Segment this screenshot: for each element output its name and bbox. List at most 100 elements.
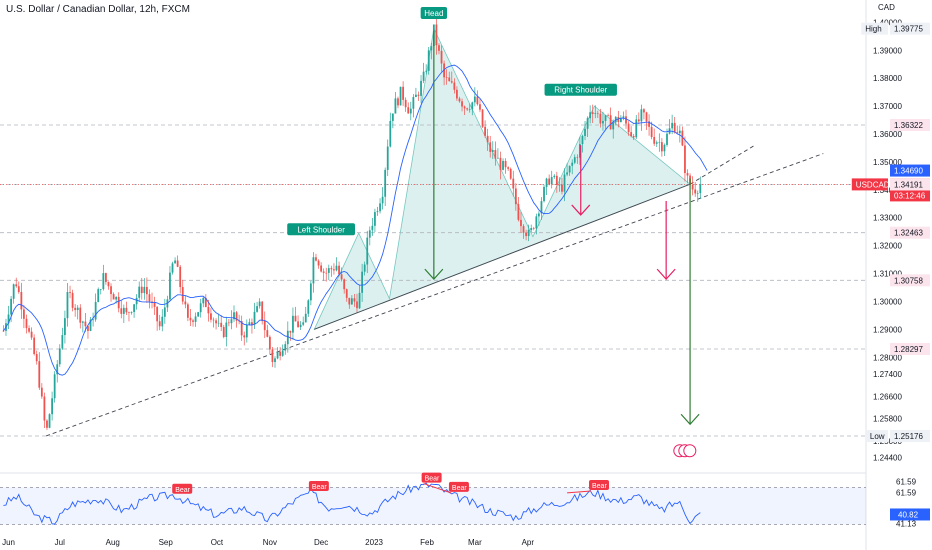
candle (612, 119, 615, 139)
candle (543, 184, 545, 203)
bear-badge: Bear (448, 481, 469, 492)
candle (74, 304, 77, 317)
candle (384, 167, 387, 207)
candle (299, 321, 302, 331)
candle (207, 299, 210, 322)
time-label: Mar (468, 538, 482, 547)
candle (140, 277, 143, 300)
candle (466, 107, 469, 111)
candle (522, 224, 525, 239)
candle (320, 262, 323, 273)
candle (545, 177, 548, 195)
candle (558, 177, 561, 192)
price-label-level: 1.36322 (890, 119, 930, 132)
candle (81, 320, 84, 333)
svg-text:Bear: Bear (175, 487, 190, 494)
candle (35, 350, 38, 365)
candle (179, 264, 182, 294)
candle (66, 282, 69, 327)
candle (381, 187, 384, 210)
candle (660, 138, 663, 157)
candle (435, 16, 438, 55)
rsi-tick-label: 61.59 (896, 477, 917, 486)
price-label-level: 1.34191 (890, 178, 930, 191)
currency-label: CAD (878, 3, 895, 12)
candle (630, 126, 633, 138)
candle (566, 163, 568, 177)
time-label: Feb (420, 538, 434, 547)
candle (635, 115, 638, 140)
svg-text:1.25176: 1.25176 (894, 432, 923, 441)
candle (371, 218, 374, 236)
candle (366, 230, 369, 274)
rsi-last-label: 40.82 (898, 510, 919, 519)
svg-text:1.39775: 1.39775 (894, 25, 923, 34)
candle (58, 344, 61, 367)
candle (345, 288, 348, 302)
candle (289, 330, 292, 341)
candle (17, 281, 20, 294)
candle (461, 98, 463, 112)
candle (294, 306, 297, 322)
candle (450, 71, 453, 84)
candle (84, 313, 87, 332)
right-shoulder-label: Right Shoulder (544, 83, 617, 96)
candle (350, 295, 353, 305)
candle (602, 111, 604, 131)
candle (571, 159, 574, 175)
candle (340, 267, 343, 282)
time-label: Jun (2, 538, 15, 547)
candle (404, 97, 407, 112)
candle (553, 174, 556, 179)
price-tick-label: 1.30000 (873, 297, 902, 306)
candle (538, 211, 540, 226)
candle (92, 312, 94, 327)
candle (427, 46, 430, 75)
candle (353, 293, 356, 307)
svg-text:1.36322: 1.36322 (894, 121, 923, 130)
svg-text:Head: Head (424, 9, 443, 18)
candle (240, 315, 243, 341)
candle (2, 325, 5, 333)
candle (376, 206, 379, 216)
candle (576, 154, 579, 164)
candle (333, 263, 335, 275)
candle (425, 64, 428, 75)
candle (304, 306, 307, 323)
bear-badge: Bear (308, 480, 329, 491)
candle (51, 391, 53, 421)
price-tick-label: 1.35000 (873, 158, 902, 167)
candle (589, 105, 592, 124)
candle (238, 314, 241, 325)
svg-text:Right Shoulder: Right Shoulder (554, 86, 607, 95)
candle (330, 265, 333, 277)
candle (399, 86, 402, 106)
candle (276, 347, 279, 360)
price-tick-label: 1.39000 (873, 46, 902, 55)
candle (532, 226, 535, 231)
trend-line-lower (45, 153, 824, 437)
candle (30, 327, 33, 340)
candle (348, 297, 351, 309)
candle (153, 296, 156, 315)
candle (591, 104, 594, 124)
candle (202, 296, 205, 308)
candle (102, 264, 105, 291)
candle (361, 263, 364, 302)
candle (412, 94, 415, 118)
rsi-line (3, 482, 701, 525)
price-label-level: 1.32463 (890, 226, 930, 239)
candle (217, 313, 220, 328)
time-label: 2023 (365, 538, 383, 547)
candle (668, 119, 671, 135)
candle (479, 99, 481, 113)
candle (417, 91, 420, 101)
candle (71, 289, 74, 312)
candle (125, 301, 128, 315)
candle (258, 298, 261, 309)
chart-title: U.S. Dollar / Canadian Dollar, 12h, FXCM (6, 4, 190, 15)
candle (148, 289, 151, 309)
candle (678, 125, 681, 143)
candle (561, 177, 563, 195)
